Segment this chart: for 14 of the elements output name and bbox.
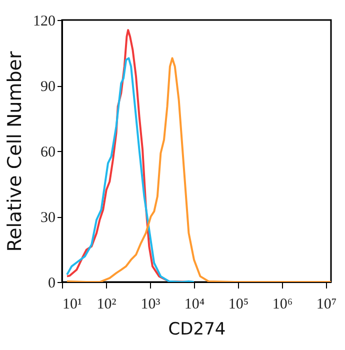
y-tick-label: 90 xyxy=(40,79,56,95)
y-tick-label: 0 xyxy=(48,276,56,292)
x-tick-label: 10³ xyxy=(140,296,161,312)
x-tick-label: 10¹ xyxy=(62,296,82,312)
y-axis-title: Relative Cell Number xyxy=(4,51,26,252)
x-tick-label: 10⁵ xyxy=(228,296,249,312)
y-tick-label: 120 xyxy=(33,14,56,30)
x-axis-title: CD274 xyxy=(168,320,226,340)
y-tick-label: 30 xyxy=(40,210,56,226)
x-tick-label: 10² xyxy=(96,296,117,312)
x-tick-label: 10⁴ xyxy=(184,296,205,312)
y-tick-label: 60 xyxy=(40,144,56,160)
x-tick-label: 10⁷ xyxy=(316,296,337,312)
x-tick-label: 10⁶ xyxy=(272,296,293,312)
